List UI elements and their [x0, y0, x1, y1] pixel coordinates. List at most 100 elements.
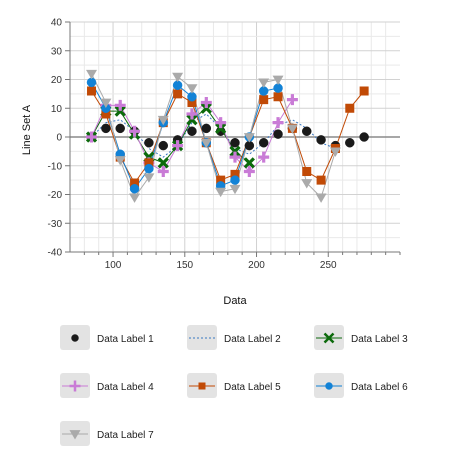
legend-marker: [69, 380, 81, 392]
point-data-label-7: [258, 78, 270, 88]
point-data-label-5: [87, 86, 97, 96]
point-data-label-7: [301, 179, 313, 189]
point-data-label-5: [345, 103, 355, 113]
point-data-label-6: [230, 175, 240, 185]
point-data-label-4: [200, 97, 212, 108]
legend-item-data-label-4: Data Label 4: [60, 373, 154, 398]
legend-item-data-label-1: Data Label 1: [60, 325, 154, 350]
point-data-label-4: [229, 151, 241, 163]
point-data-label-5: [216, 175, 226, 185]
legend-label: Data Label 7: [97, 430, 154, 441]
point-data-label-3: [215, 122, 227, 135]
y-tick-label: 20: [51, 75, 63, 86]
legend-marker: [325, 382, 333, 390]
point-data-label-7: [229, 184, 241, 195]
legend: Data Label 1 Data Label 2 Data Label 3 Data…: [60, 325, 408, 446]
point-data-label-3: [229, 145, 241, 158]
point-data-label-4: [243, 166, 255, 177]
point-data-label-1: [301, 126, 312, 136]
point-data-label-1: [158, 140, 169, 151]
point-data-label-7: [200, 138, 212, 149]
y-tick-label: 0: [56, 133, 62, 144]
point-data-label-4: [258, 151, 270, 163]
point-data-label-1: [187, 126, 197, 136]
point-data-label-6: [129, 184, 140, 194]
point-data-label-5: [130, 178, 140, 188]
x-tick-label: 250: [320, 260, 337, 271]
legend-item-data-label-7: Data Label 7: [60, 421, 154, 446]
point-data-label-3: [114, 105, 126, 117]
point-data-label-5: [316, 175, 326, 185]
y-tick-label: -10: [48, 161, 63, 172]
legend-marker: [71, 334, 79, 342]
legend-marker: [198, 382, 206, 390]
point-data-label-7: [114, 156, 126, 166]
point-data-label-3: [186, 114, 198, 126]
y-tick-label: -40: [48, 248, 63, 259]
legend-marker: [69, 430, 81, 440]
point-data-label-5: [144, 158, 154, 168]
point-data-label-5: [101, 109, 111, 119]
point-data-label-1: [258, 138, 269, 148]
y-tick-label: -30: [48, 219, 63, 230]
point-data-label-7: [286, 124, 298, 134]
point-data-label-7: [315, 193, 327, 203]
legend-label: Data Label 2: [224, 334, 281, 345]
point-data-label-4: [129, 125, 141, 137]
series-line-data-label-2: [91, 113, 336, 158]
point-data-label-4: [157, 166, 169, 177]
point-data-label-1: [101, 123, 111, 134]
point-data-label-4: [186, 108, 198, 120]
legend-label: Data Label 6: [351, 382, 408, 393]
point-data-label-1: [201, 123, 212, 134]
point-data-label-5: [273, 92, 283, 102]
point-data-label-1: [115, 123, 125, 134]
point-data-label-1: [144, 138, 154, 148]
point-data-label-7: [329, 147, 341, 157]
x-axis-title: Data: [223, 295, 247, 307]
legend-item-data-label-6: Data Label 6: [314, 373, 408, 398]
axes: -40 -30 -20 -10 0 10 20 30 40 100 150 200 250: [48, 18, 401, 271]
point-data-label-7: [243, 133, 255, 143]
plot-area: [85, 69, 369, 203]
point-data-label-3: [243, 157, 255, 169]
point-data-label-7: [143, 173, 155, 183]
point-data-label-4: [215, 117, 227, 129]
point-data-label-6: [144, 163, 154, 174]
point-data-label-1: [345, 138, 355, 148]
legend-item-data-label-2: Data Label 2: [187, 325, 281, 350]
point-data-label-7: [186, 84, 198, 94]
legend-label: Data Label 3: [351, 334, 408, 345]
point-data-label-5: [173, 89, 183, 99]
point-data-label-1: [359, 132, 369, 142]
legend-item-data-label-5: Data Label 5: [187, 373, 281, 398]
point-data-label-4: [286, 94, 298, 106]
y-tick-label: 40: [51, 18, 63, 29]
legend-marker: [323, 332, 335, 344]
point-data-label-7: [157, 115, 169, 126]
y-tick-label: 10: [51, 104, 63, 115]
point-data-label-3: [200, 102, 212, 114]
point-data-label-3: [157, 157, 169, 169]
point-data-label-1: [230, 138, 240, 148]
point-data-label-7: [172, 72, 184, 83]
x-tick-label: 150: [176, 260, 193, 271]
point-data-label-5: [187, 98, 197, 107]
legend-label: Data Label 5: [224, 382, 281, 393]
y-axis-title: Line Set A: [21, 104, 33, 155]
point-data-label-1: [273, 129, 283, 139]
point-data-label-7: [86, 69, 98, 80]
point-data-label-5: [302, 167, 312, 176]
point-data-label-4: [272, 117, 284, 129]
point-data-label-5: [259, 95, 269, 105]
x-tick-label: 100: [105, 260, 122, 271]
y-tick-label: -20: [48, 190, 63, 201]
point-data-label-5: [230, 169, 240, 179]
point-data-label-1: [316, 135, 326, 145]
legend-label: Data Label 4: [97, 382, 154, 393]
point-data-label-7: [100, 98, 112, 108]
point-data-label-4: [86, 131, 98, 143]
point-data-label-7: [129, 193, 141, 203]
point-data-label-4: [114, 99, 126, 111]
